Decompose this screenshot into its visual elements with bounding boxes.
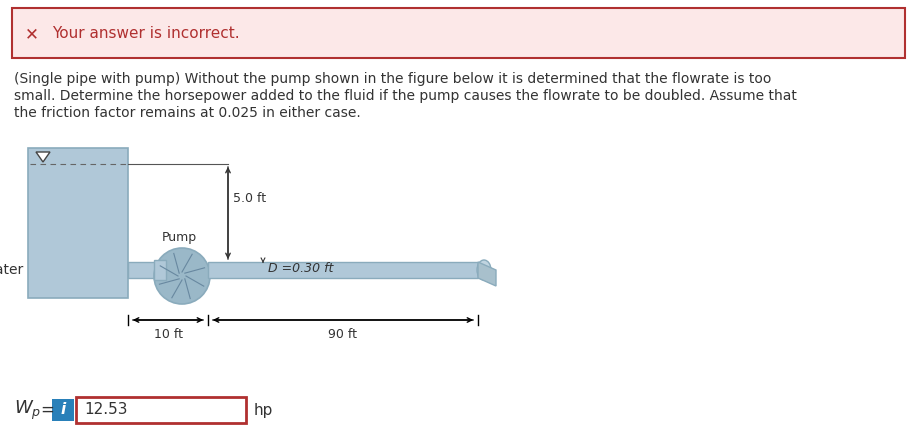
- Text: Pump: Pump: [162, 231, 197, 244]
- Text: =: =: [40, 401, 54, 419]
- Text: 12.53: 12.53: [84, 402, 128, 417]
- Polygon shape: [478, 262, 496, 286]
- Text: small. Determine the horsepower added to the fluid if the pump causes the flowra: small. Determine the horsepower added to…: [14, 89, 797, 103]
- Text: hp: hp: [254, 402, 273, 417]
- Text: $W_p$: $W_p$: [14, 398, 41, 421]
- Text: D =0.30 ft: D =0.30 ft: [268, 261, 334, 274]
- FancyBboxPatch shape: [12, 8, 905, 58]
- Text: ✕: ✕: [25, 25, 39, 43]
- Text: 90 ft: 90 ft: [328, 328, 357, 341]
- Text: the friction factor remains at 0.025 in either case.: the friction factor remains at 0.025 in …: [14, 106, 361, 120]
- Polygon shape: [36, 152, 50, 162]
- Text: (Single pipe with pump) Without the pump shown in the figure below it is determi: (Single pipe with pump) Without the pump…: [14, 72, 771, 86]
- Text: i: i: [61, 402, 65, 417]
- Bar: [52, 399, 74, 421]
- Bar: [76, 397, 246, 423]
- Circle shape: [154, 248, 210, 304]
- Bar: [128, 262, 156, 278]
- Text: Water: Water: [0, 263, 24, 277]
- Text: 10 ft: 10 ft: [153, 328, 183, 341]
- Bar: [154, 260, 166, 280]
- Text: 5.0 ft: 5.0 ft: [233, 192, 267, 205]
- Ellipse shape: [477, 260, 491, 280]
- Text: Your answer is incorrect.: Your answer is incorrect.: [52, 26, 240, 41]
- Bar: [28, 148, 128, 298]
- Bar: [208, 262, 478, 278]
